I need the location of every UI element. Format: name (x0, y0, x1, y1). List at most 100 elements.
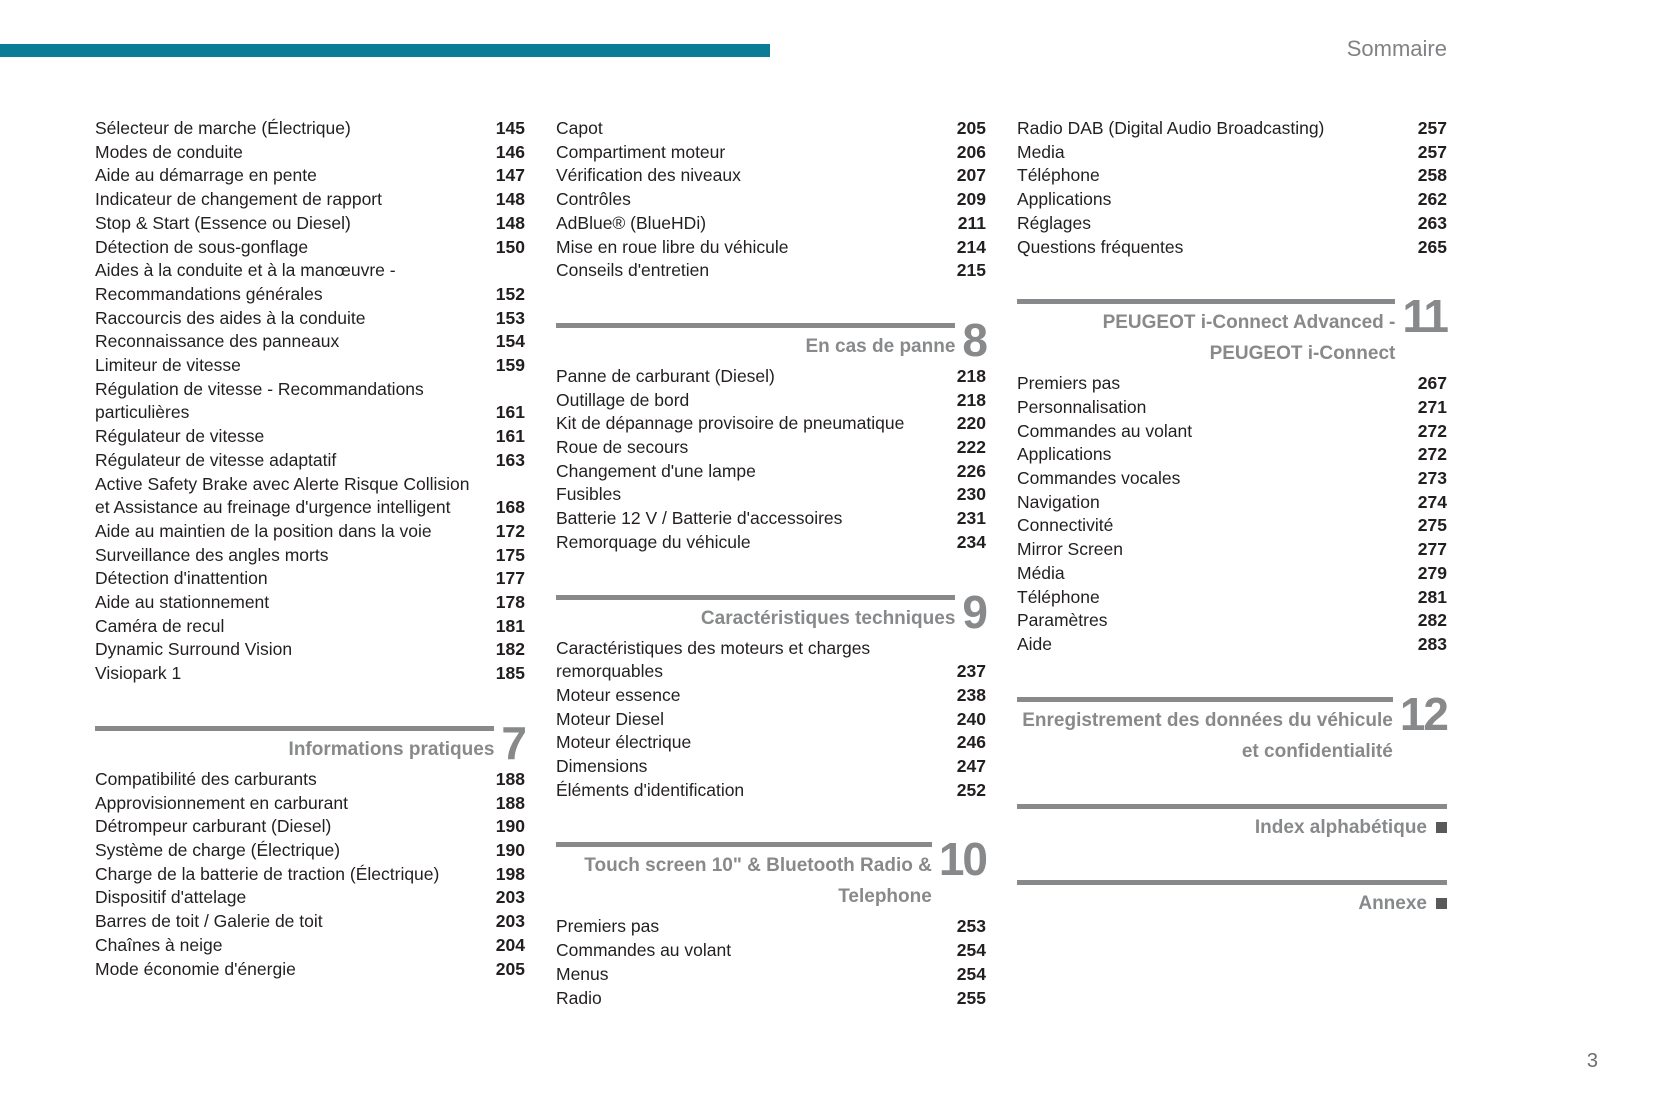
toc-entry[interactable]: Commandes au volant 272 (1017, 420, 1447, 444)
toc-entry-page: 257 (1417, 118, 1447, 138)
toc-entry-page: 255 (956, 987, 986, 1008)
toc-entry[interactable]: Aides à la conduite et à la manœuvre - R… (95, 259, 525, 306)
toc-entry-label: Panne de carburant (Diesel) (556, 365, 775, 386)
toc-entry[interactable]: Radio 255 (556, 987, 986, 1011)
toc-entry[interactable]: Compartiment moteur 206 (556, 141, 986, 165)
toc-entry[interactable]: Approvisionnement en carburant 188 (95, 792, 525, 816)
toc-entry[interactable]: Questions fréquentes 265 (1017, 236, 1447, 260)
toc-entry-label: Surveillance des angles morts (95, 544, 329, 565)
toc-entry[interactable]: Caractéristiques des moteurs et charges … (556, 637, 986, 684)
toc-entry-label: Régulateur de vitesse (95, 426, 265, 447)
toc-entry-label: Premiers pas (1017, 373, 1121, 394)
section-divider-bar (556, 842, 932, 848)
toc-section: Capot 205 Compartiment moteur 206 Vérificati… (556, 117, 986, 283)
toc-entry[interactable]: Téléphone 258 (1017, 164, 1447, 188)
toc-entry[interactable]: Commandes au volant 254 (556, 939, 986, 963)
toc-entry-label: Régulateur de vitesse adaptatif (95, 449, 337, 470)
toc-entry-page: 172 (495, 520, 525, 541)
toc-entry[interactable]: Éléments d'identification 252 (556, 779, 986, 803)
toc-entry[interactable]: Mode économie d'énergie 205 (95, 958, 525, 982)
toc-entry[interactable]: Connectivité 275 (1017, 514, 1447, 538)
toc-entry[interactable]: Barres de toit / Galerie de toit 203 (95, 910, 525, 934)
toc-entry[interactable]: Panne de carburant (Diesel) 218 (556, 365, 986, 389)
toc-entry-label: Changement d'une lampe (556, 460, 756, 481)
toc-entry[interactable]: Téléphone 281 (1017, 586, 1447, 610)
toc-entry[interactable]: Régulateur de vitesse 161 (95, 425, 525, 449)
toc-entry[interactable]: Aide au démarrage en pente 147 (95, 164, 525, 188)
toc-entry[interactable]: Surveillance des angles morts 175 (95, 544, 525, 568)
toc-entry-page: 203 (495, 911, 525, 932)
toc-entry[interactable]: Caméra de recul 181 (95, 615, 525, 639)
toc-entry[interactable]: Remorquage du véhicule 234 (556, 531, 986, 555)
toc-entry-page: 275 (1417, 515, 1447, 536)
toc-entry[interactable]: Mise en roue libre du véhicule 214 (556, 236, 986, 260)
toc-section: Annexe (1017, 879, 1447, 916)
toc-entry-label: Moteur Diesel (556, 708, 664, 729)
toc-entry[interactable]: Aide 283 (1017, 633, 1447, 657)
toc-entry[interactable]: Modes de conduite 146 (95, 141, 525, 165)
toc-entry[interactable]: Fusibles 230 (556, 483, 986, 507)
toc-entry[interactable]: Contrôles 209 (556, 188, 986, 212)
toc-entry[interactable]: Charge de la batterie de traction (Élect… (95, 863, 525, 887)
toc-entry[interactable]: Mirror Screen 277 (1017, 538, 1447, 562)
toc-entry[interactable]: Régulation de vitesse - Recommandations … (95, 378, 525, 425)
toc-entry[interactable]: Applications 262 (1017, 188, 1447, 212)
toc-entry[interactable]: Capot 205 (556, 117, 986, 141)
toc-entry[interactable]: Visiopark 1 185 (95, 662, 525, 686)
toc-entry[interactable]: Détection d'inattention 177 (95, 567, 525, 591)
toc-entry[interactable]: Compatibilité des carburants 188 (95, 768, 525, 792)
toc-entry[interactable]: Sélecteur de marche (Électrique) 145 (95, 117, 525, 141)
toc-entry[interactable]: AdBlue® (BlueHDi) 211 (556, 212, 986, 236)
toc-entry[interactable]: Raccourcis des aides à la conduite 153 (95, 307, 525, 331)
toc-entry[interactable]: Stop & Start (Essence ou Diesel) 148 (95, 212, 525, 236)
accent-top-bar (0, 44, 770, 57)
section-title: Annexe (1017, 892, 1447, 916)
toc-entry[interactable]: Conseils d'entretien 215 (556, 259, 986, 283)
toc-entry-page: 222 (956, 437, 986, 458)
toc-entry[interactable]: Aide au maintien de la position dans la … (95, 520, 525, 544)
toc-entry[interactable]: Changement d'une lampe 226 (556, 460, 986, 484)
toc-entry[interactable]: Vérification des niveaux 207 (556, 164, 986, 188)
toc-entry[interactable]: Navigation 274 (1017, 491, 1447, 515)
toc-entry[interactable]: Moteur essence 238 (556, 684, 986, 708)
toc-entry-label: Éléments d'identification (556, 779, 745, 800)
toc-entry[interactable]: Outillage de bord 218 (556, 389, 986, 413)
toc-section-11: PEUGEOT i-Connect Advanced - PEUGEOT i-Co… (1017, 293, 1449, 657)
toc-entry[interactable]: Réglages 263 (1017, 212, 1447, 236)
toc-entry-label: Dispositif d'attelage (95, 887, 247, 908)
toc-entry[interactable]: Paramètres 282 (1017, 609, 1447, 633)
toc-entry[interactable]: Dimensions 247 (556, 755, 986, 779)
toc-entry[interactable]: Personnalisation 271 (1017, 396, 1447, 420)
toc-entry[interactable]: Dispositif d'attelage 203 (95, 886, 525, 910)
toc-entry[interactable]: Indicateur de changement de rapport 148 (95, 188, 525, 212)
toc-entry-label: Aide (1017, 633, 1053, 654)
toc-entry[interactable]: Moteur électrique 246 (556, 731, 986, 755)
toc-entry[interactable]: Régulateur de vitesse adaptatif 163 (95, 449, 525, 473)
toc-entry[interactable]: Dynamic Surround Vision 182 (95, 638, 525, 662)
toc-entry-label: Mirror Screen (1017, 539, 1123, 560)
toc-entry[interactable]: Détection de sous-gonflage 150 (95, 236, 525, 260)
toc-entry[interactable]: Batterie 12 V / Batterie d'accessoires 23… (556, 507, 986, 531)
toc-entry[interactable]: Moteur Diesel 240 (556, 708, 986, 732)
toc-entry[interactable]: Premiers pas 267 (1017, 372, 1447, 396)
toc-entry[interactable]: Reconnaissance des panneaux 154 (95, 330, 525, 354)
section-header: Enregistrement des données du véhicule et… (1017, 691, 1449, 764)
toc-entry[interactable]: Media 257 (1017, 141, 1447, 165)
toc-entry[interactable]: Chaînes à neige 204 (95, 934, 525, 958)
toc-entry[interactable]: Applications 272 (1017, 443, 1447, 467)
toc-entry[interactable]: Média 279 (1017, 562, 1447, 586)
toc-entry[interactable]: Roue de secours 222 (556, 436, 986, 460)
toc-entry[interactable]: Radio DAB (Digital Audio Broadcasting) 25… (1017, 117, 1447, 141)
toc-entry[interactable]: Limiteur de vitesse 159 (95, 354, 525, 378)
toc-entry[interactable]: Active Safety Brake avec Alerte Risque C… (95, 473, 525, 520)
toc-entry[interactable]: Premiers pas 253 (556, 915, 986, 939)
toc-entry-label: Applications (1017, 189, 1112, 210)
toc-entry[interactable]: Détrompeur carburant (Diesel) 190 (95, 815, 525, 839)
toc-entry-label: Stop & Start (Essence ou Diesel) (95, 212, 351, 233)
toc-entry[interactable]: Système de charge (Électrique) 190 (95, 839, 525, 863)
toc-entry[interactable]: Aide au stationnement 178 (95, 591, 525, 615)
toc-entry[interactable]: Commandes vocales 273 (1017, 467, 1447, 491)
section-number: 8 (962, 313, 988, 366)
toc-entry[interactable]: Menus 254 (556, 963, 986, 987)
toc-entry[interactable]: Kit de dépannage provisoire de pneumatiq… (556, 412, 986, 436)
